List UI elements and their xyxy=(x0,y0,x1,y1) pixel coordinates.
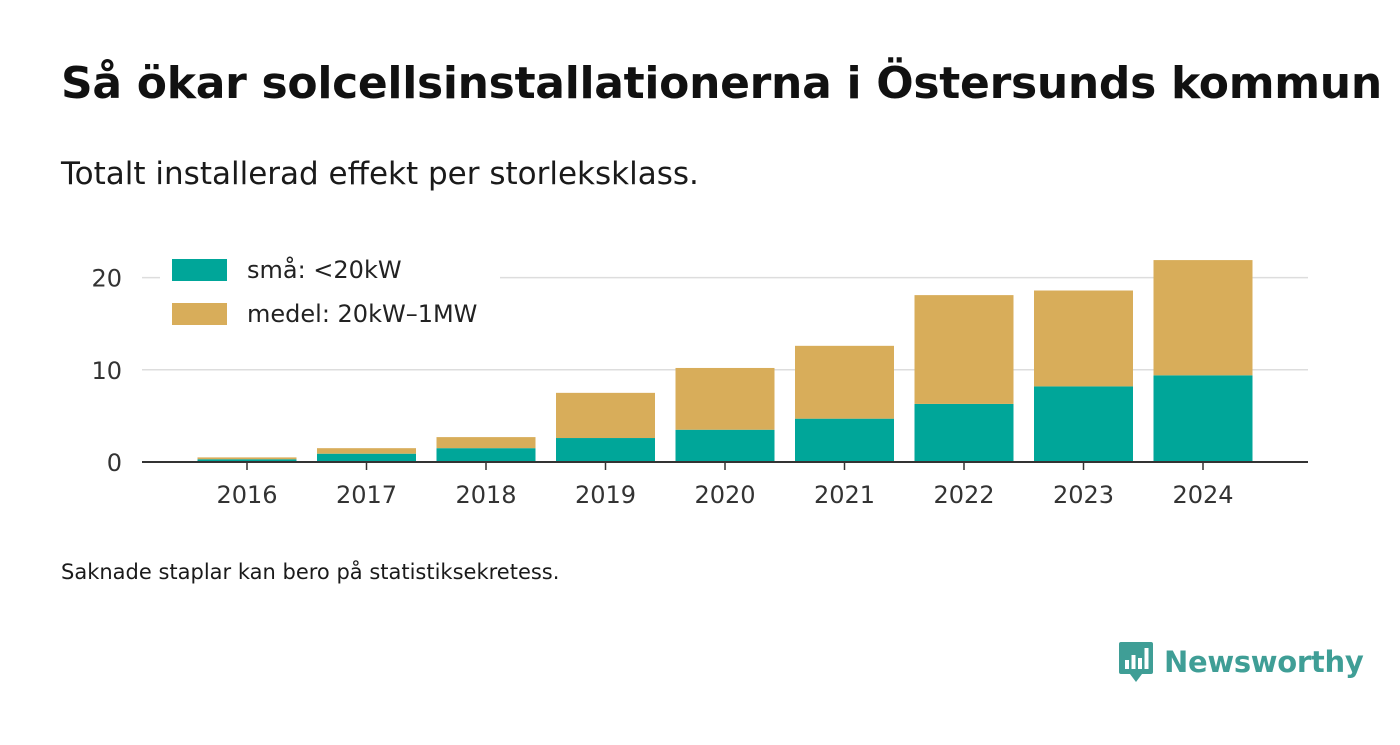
chart-subtitle: Totalt installerad effekt per storlekskl… xyxy=(61,156,699,192)
x-tick-label: 2023 xyxy=(1053,481,1114,509)
x-tick-label: 2020 xyxy=(694,481,755,509)
bar-segment xyxy=(1034,290,1133,387)
bar-segment xyxy=(436,448,536,462)
bar-segment xyxy=(914,295,1014,404)
y-tick-label: 20 xyxy=(91,265,122,293)
x-tick-label: 2022 xyxy=(933,481,994,509)
legend-label: medel: 20kW–1MW xyxy=(247,300,477,328)
bar-segment xyxy=(436,437,536,449)
legend-swatch xyxy=(172,303,227,325)
bar-segment xyxy=(795,418,894,462)
y-tick-label: 0 xyxy=(107,449,122,477)
bar-segment xyxy=(795,345,894,419)
footnote: Saknade staplar kan bero på statistiksek… xyxy=(61,560,560,584)
brand-logo: Newsworthy xyxy=(1118,640,1364,684)
bar-segment xyxy=(1034,386,1133,462)
bar-segment xyxy=(317,448,416,454)
legend-swatch xyxy=(172,259,227,281)
legend: små: <20kW medel: 20kW–1MW xyxy=(160,250,500,340)
x-tick-label: 2017 xyxy=(336,481,397,509)
brand-name: Newsworthy xyxy=(1164,645,1364,679)
y-tick-label: 10 xyxy=(91,357,122,385)
bar-segment xyxy=(1153,375,1253,462)
bar-segment xyxy=(1153,260,1253,376)
bar-segment xyxy=(197,459,297,462)
bar-segment xyxy=(317,453,416,462)
bar-segment xyxy=(556,392,655,439)
x-tick-label: 2016 xyxy=(216,481,277,509)
newsworthy-logo-icon xyxy=(1119,642,1153,682)
bars xyxy=(197,260,1253,462)
bar-segment xyxy=(556,438,655,462)
x-tick-label: 2018 xyxy=(455,481,516,509)
bar-segment xyxy=(675,429,775,462)
chart-title: Så ökar solcellsinstallationerna i Öster… xyxy=(61,58,1382,109)
x-tick-label: 2024 xyxy=(1172,481,1233,509)
x-tick-label: 2019 xyxy=(575,481,636,509)
bar-segment xyxy=(675,367,775,430)
bar-segment xyxy=(914,403,1014,462)
x-tick-label: 2021 xyxy=(814,481,875,509)
x-axis: 2016 2017 2018 2019 2020 2021 2022 2023 2024 xyxy=(142,461,1308,509)
bar-segment xyxy=(197,457,297,460)
legend-label: små: <20kW xyxy=(247,255,402,284)
